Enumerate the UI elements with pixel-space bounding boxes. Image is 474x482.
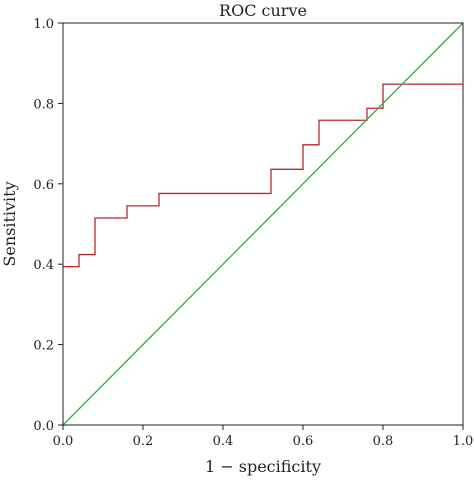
y-tick-label: 0.0 (33, 419, 54, 434)
x-tick-label: 0.8 (373, 434, 394, 449)
x-tick-label: 0.4 (213, 434, 234, 449)
x-tick-label: 0.6 (293, 434, 314, 449)
y-tick-label: 0.6 (33, 178, 54, 193)
y-axis-label: Sensitivity (0, 181, 19, 266)
x-tick-label: 0.2 (133, 434, 154, 449)
chart-title: ROC curve (219, 1, 307, 20)
x-tick-label: 0.0 (53, 434, 74, 449)
reference-diagonal-line (62, 22, 464, 426)
x-tick-label: 1.0 (453, 434, 474, 449)
roc-curve-line (63, 83, 463, 268)
y-tick-label: 1.0 (33, 17, 54, 32)
plot-area (62, 22, 464, 426)
axis-ticks: 0.0 0.2 0.4 0.6 0.8 1.0 0.0 0.2 0.4 0.6 0.8 1.0 (33, 17, 473, 449)
x-axis-label: 1 − specificity (205, 457, 321, 476)
y-tick-label: 0.2 (33, 339, 54, 354)
y-tick-label: 0.8 (33, 97, 54, 112)
y-tick-label: 0.4 (33, 258, 54, 273)
plot-frame (62, 22, 464, 426)
